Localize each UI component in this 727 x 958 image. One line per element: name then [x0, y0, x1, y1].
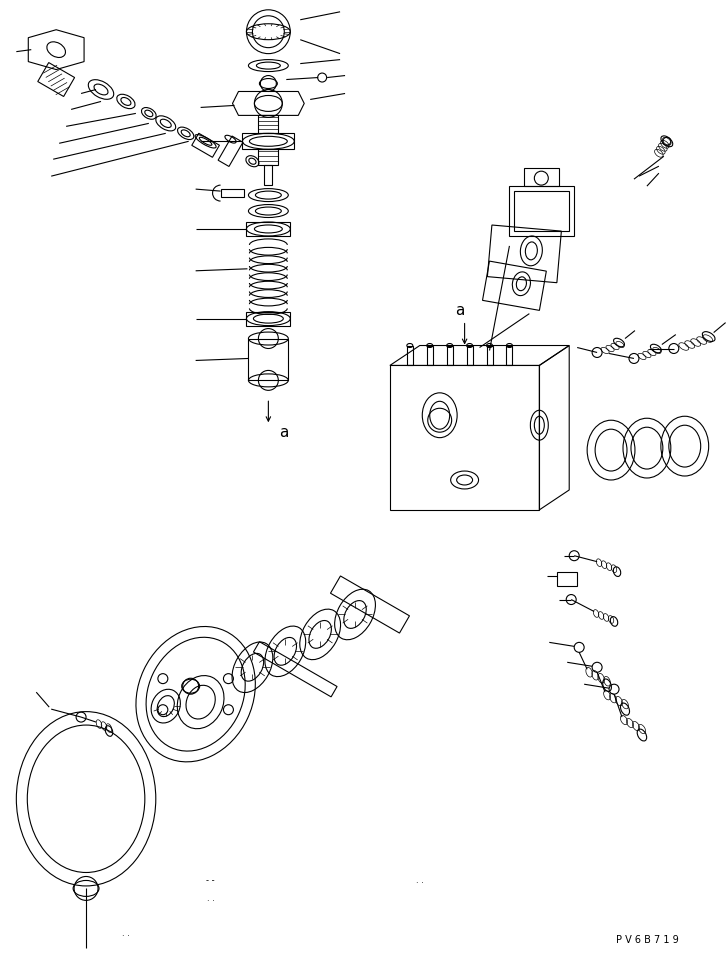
- Bar: [254, 642, 337, 696]
- Text: P V 6 B 7 1 9: P V 6 B 7 1 9: [616, 935, 678, 946]
- Text: - -: - -: [206, 876, 215, 885]
- Bar: [507, 346, 513, 365]
- Bar: [192, 133, 220, 157]
- Text: . .: . .: [416, 876, 424, 885]
- Bar: [243, 133, 294, 149]
- Text: . .: . .: [206, 894, 214, 902]
- Bar: [427, 346, 433, 365]
- Text: a: a: [280, 424, 289, 440]
- Bar: [390, 365, 539, 510]
- Bar: [487, 225, 561, 283]
- Bar: [258, 149, 278, 165]
- Bar: [246, 222, 290, 236]
- Bar: [331, 576, 409, 633]
- Bar: [218, 136, 243, 167]
- Bar: [38, 62, 75, 97]
- Bar: [486, 346, 492, 365]
- Bar: [510, 186, 574, 236]
- Bar: [515, 191, 569, 231]
- Text: . .: . .: [122, 928, 130, 938]
- Bar: [524, 169, 559, 186]
- Bar: [483, 262, 546, 310]
- Bar: [446, 346, 453, 365]
- Bar: [246, 311, 290, 326]
- Bar: [265, 165, 273, 185]
- Bar: [558, 572, 577, 585]
- Bar: [467, 346, 473, 365]
- Bar: [258, 115, 278, 133]
- Text: a: a: [455, 303, 465, 318]
- Bar: [407, 346, 413, 365]
- Bar: [249, 338, 289, 380]
